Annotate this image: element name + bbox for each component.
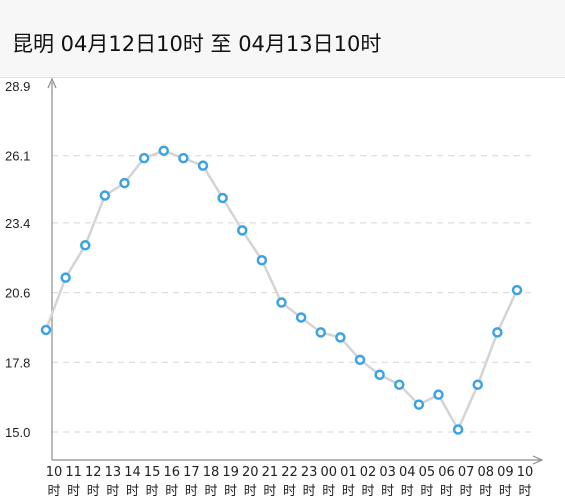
x-tick-label: 10 — [46, 465, 63, 480]
x-tick-label: 03 — [379, 465, 396, 480]
x-tick-label: 19 — [222, 465, 239, 480]
x-tick-unit: 时 — [303, 484, 316, 499]
data-point — [119, 177, 130, 189]
data-point — [99, 190, 111, 201]
x-tick-label: 05 — [419, 465, 436, 480]
data-point — [374, 369, 385, 380]
y-tick-label: 23.4 — [5, 216, 30, 231]
x-tick-label: 16 — [163, 465, 180, 480]
data-point — [256, 254, 268, 266]
x-tick-label: 04 — [399, 465, 416, 480]
x-tick-unit: 时 — [460, 484, 473, 499]
x-tick-unit: 时 — [165, 484, 178, 499]
data-point — [295, 312, 307, 323]
x-tick-label: 09 — [497, 465, 514, 480]
x-tick-unit: 时 — [106, 484, 119, 499]
x-tick-unit: 时 — [322, 484, 335, 499]
data-point — [60, 272, 71, 283]
x-tick-unit: 时 — [518, 484, 531, 499]
data-point — [413, 399, 425, 410]
x-axis-arrow — [532, 455, 544, 465]
x-tick-unit: 时 — [244, 484, 257, 499]
x-tick-unit: 时 — [87, 484, 100, 499]
data-point — [472, 379, 483, 390]
data-point — [511, 284, 523, 296]
x-tick-unit: 时 — [420, 484, 433, 499]
y-tick-label: 26.1 — [5, 149, 30, 164]
x-tick-unit: 时 — [499, 484, 512, 499]
chart-header: 昆明 04月12日10时 至 04月13日10时 — [0, 0, 565, 78]
x-tick-unit: 时 — [381, 484, 394, 499]
data-point — [40, 324, 52, 336]
data-point — [492, 327, 503, 338]
data-point — [335, 332, 346, 343]
x-tick-label: 18 — [203, 465, 220, 480]
data-point — [433, 389, 444, 400]
x-tick-label: 07 — [458, 465, 475, 480]
x-tick-label: 15 — [144, 465, 161, 480]
x-tick-label: 17 — [183, 465, 200, 480]
x-tick-label: 02 — [360, 465, 377, 480]
data-point — [158, 145, 169, 156]
x-tick-label: 00 — [320, 465, 337, 480]
x-tick-unit: 时 — [263, 484, 276, 499]
temperature-line — [44, 149, 519, 431]
x-tick-label: 13 — [105, 465, 122, 480]
data-point — [452, 424, 464, 435]
x-tick-unit: 时 — [224, 484, 237, 499]
data-point — [394, 379, 405, 390]
x-tick-label: 20 — [242, 465, 259, 480]
data-point — [276, 297, 287, 308]
x-tick-unit: 时 — [401, 484, 414, 499]
x-tick-unit: 时 — [185, 484, 198, 499]
x-tick-label: 01 — [340, 465, 357, 480]
y-axis-arrow — [47, 77, 57, 89]
x-tick-label: 22 — [281, 465, 298, 480]
data-point — [354, 354, 366, 366]
x-tick-unit: 时 — [204, 484, 217, 499]
x-tick-label: 06 — [438, 465, 455, 480]
y-tick-label: 20.6 — [5, 286, 30, 301]
x-tick-unit: 时 — [440, 484, 453, 499]
data-point — [138, 152, 150, 164]
data-point — [237, 225, 248, 236]
data-point — [217, 192, 228, 204]
data-point — [178, 152, 189, 164]
x-tick-label: 10 — [517, 465, 534, 480]
y-tick-label: 17.8 — [5, 355, 30, 370]
x-tick-unit: 时 — [67, 484, 80, 499]
x-tick-label: 12 — [85, 465, 102, 480]
x-tick-unit: 时 — [361, 484, 374, 499]
x-tick-unit: 时 — [146, 484, 159, 499]
x-tick-unit: 时 — [479, 484, 492, 499]
y-tick-label: 15.0 — [5, 425, 30, 440]
data-point — [80, 240, 91, 251]
x-tick-label: 23 — [301, 465, 318, 480]
x-tick-unit: 时 — [283, 484, 296, 499]
x-tick-label: 08 — [477, 465, 494, 480]
data-point — [197, 160, 209, 171]
x-tick-label: 21 — [262, 465, 279, 480]
data-point — [315, 327, 326, 338]
y-tick-label: 28.9 — [5, 79, 30, 94]
x-tick-unit: 时 — [126, 484, 139, 499]
x-tick-label: 14 — [124, 465, 141, 480]
x-tick-unit: 时 — [47, 484, 60, 499]
chart-title: 昆明 04月12日10时 至 04月13日10时 — [12, 32, 382, 56]
x-tick-unit: 时 — [342, 484, 355, 499]
x-tick-label: 11 — [65, 465, 82, 480]
